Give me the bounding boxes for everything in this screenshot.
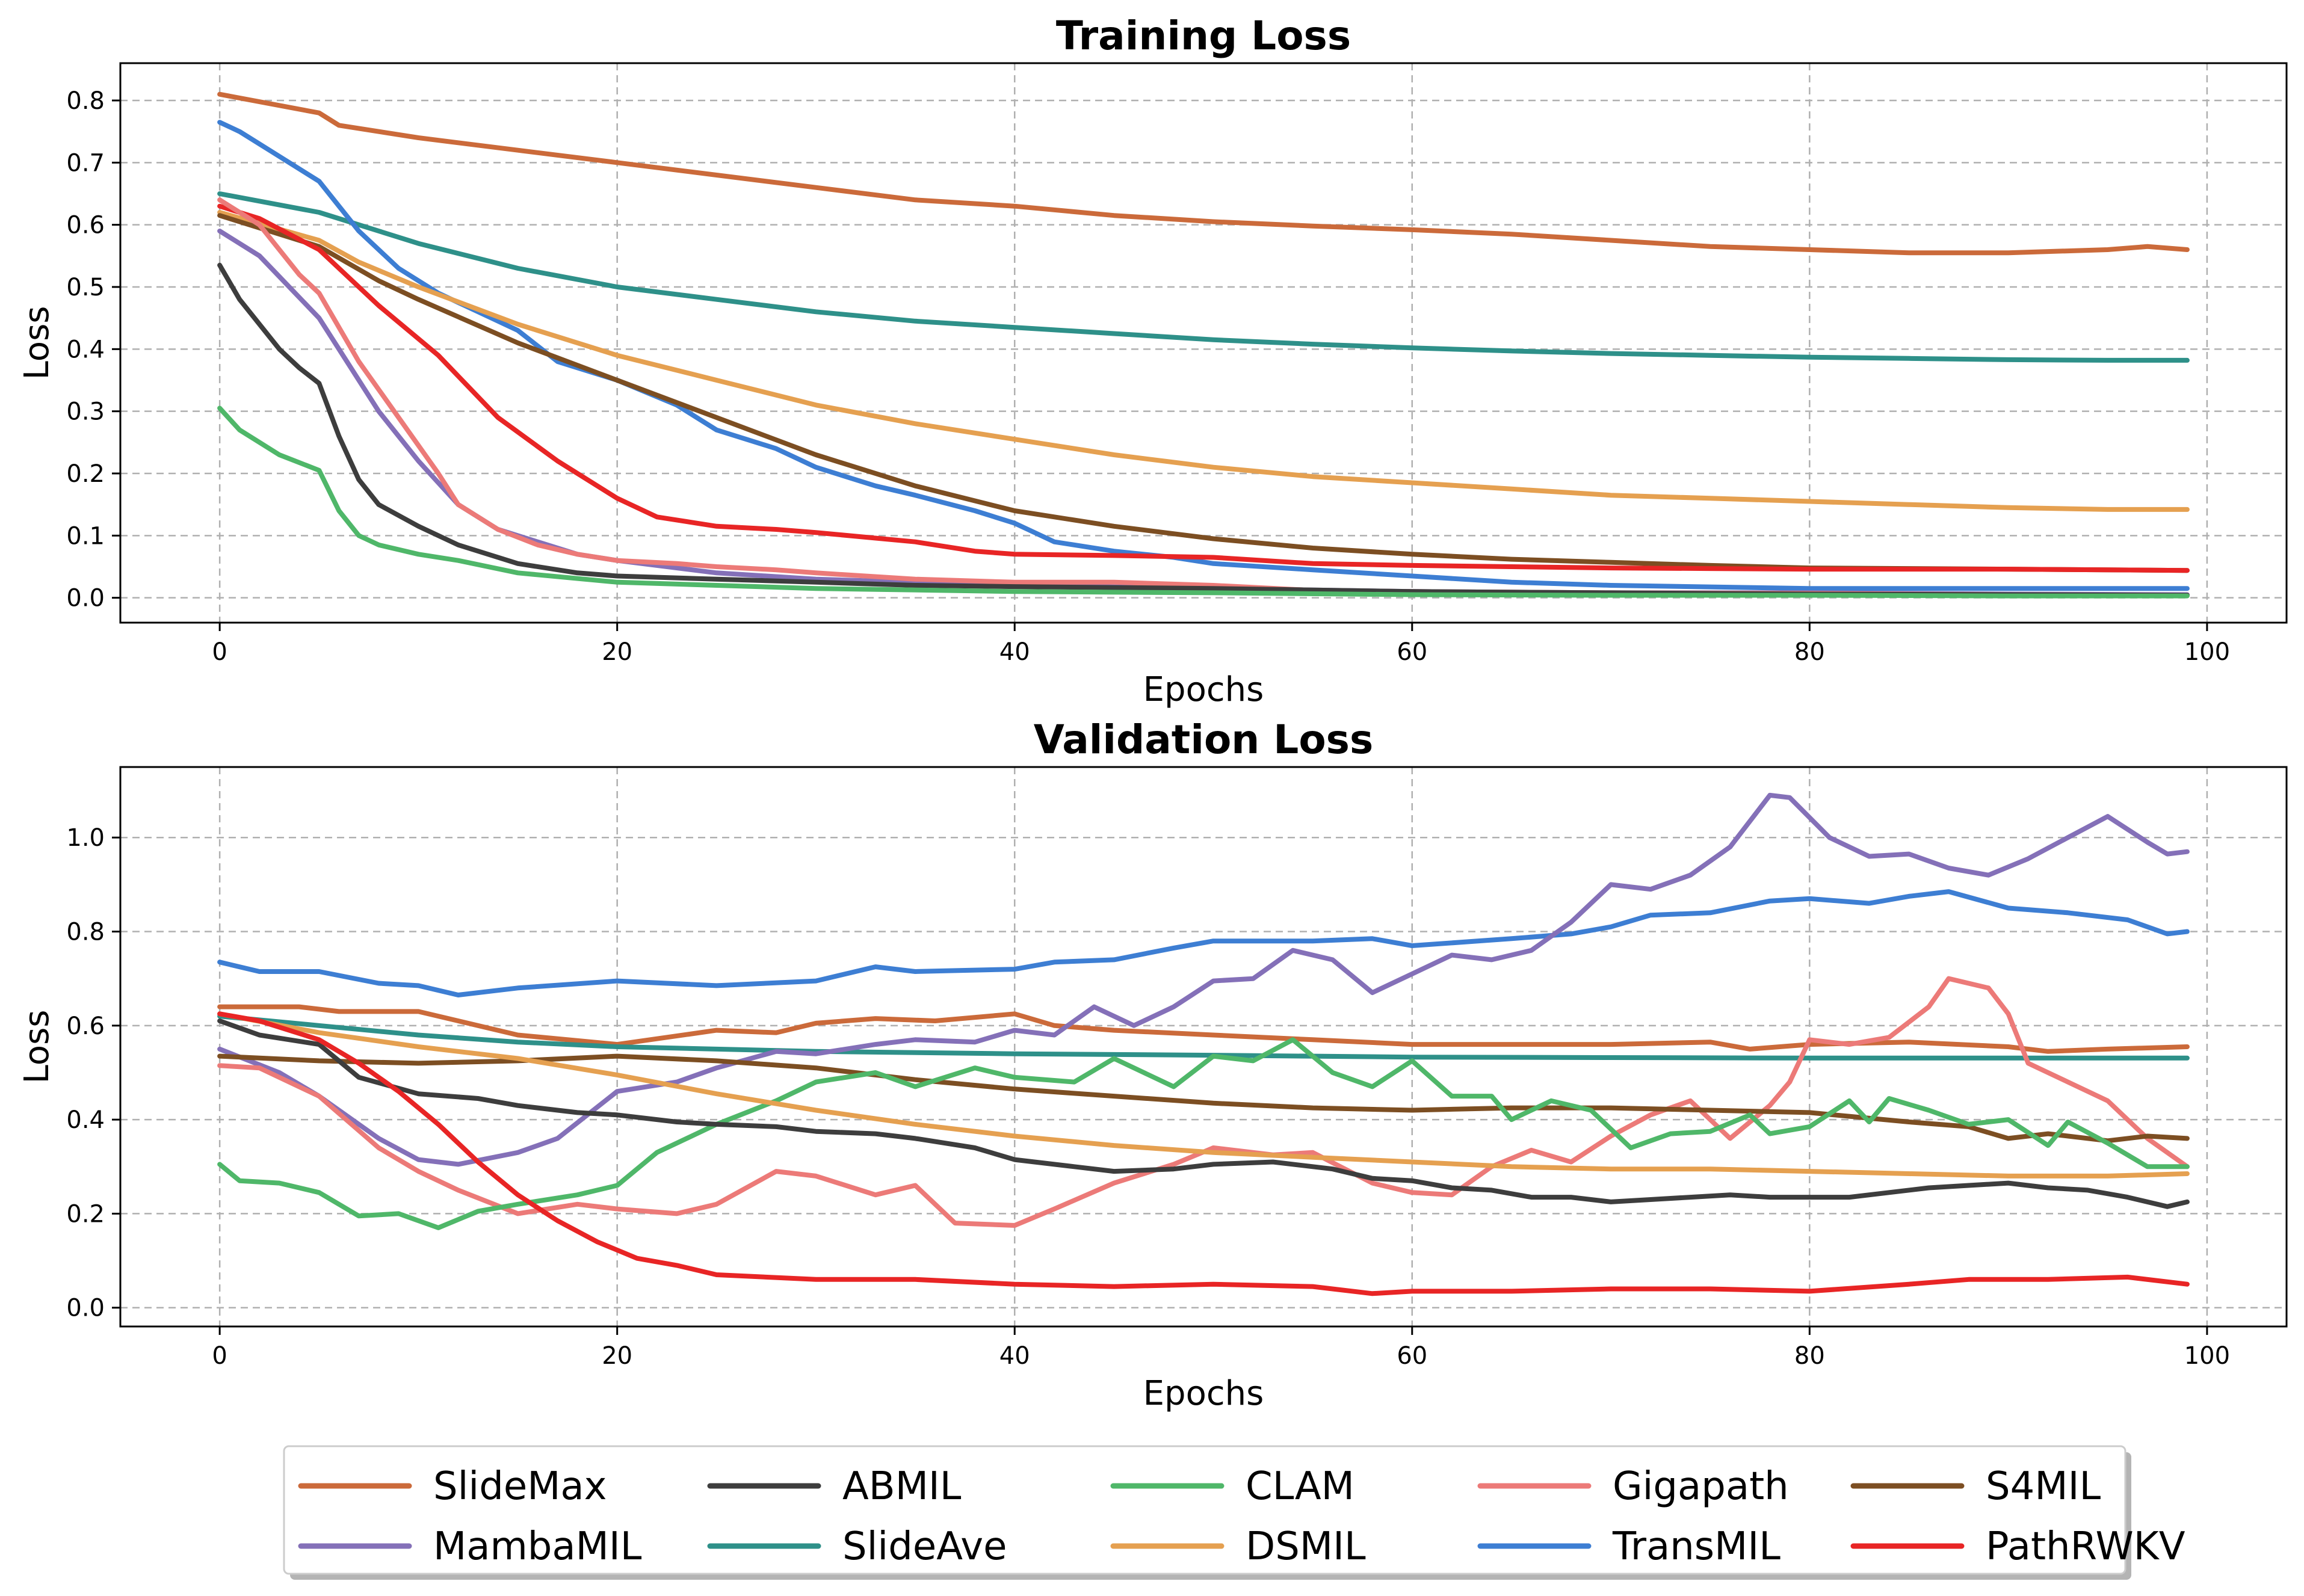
validation-x-tick-label: 100: [2184, 1342, 2230, 1370]
validation-series-dsmil: [217, 1011, 2190, 1179]
validation-series: [217, 792, 2190, 1296]
legend-label-mambamil: MambaMIL: [433, 1524, 642, 1569]
validation-x-axis-label: Epochs: [1143, 1374, 1264, 1413]
training-grid: [120, 63, 2287, 623]
legend-label-s4mil: S4MIL: [1986, 1464, 2101, 1509]
legend-label-slideave: SlideAve: [842, 1524, 1007, 1569]
training-series-clam: [217, 405, 2190, 599]
validation-y-tick-label: 1.0: [66, 824, 105, 852]
validation-x-tick-label: 80: [1794, 1342, 1825, 1370]
training-series-abmil: [217, 262, 2190, 598]
training-x-tick-label: 20: [602, 638, 632, 666]
validation-x-tick-label: 40: [999, 1342, 1030, 1370]
legend-label-pathrwkv: PathRWKV: [1986, 1524, 2185, 1569]
validation-y-tick-label: 0.6: [66, 1012, 105, 1040]
validation-y-axis-label: Loss: [17, 1010, 57, 1084]
training-series-slideave: [217, 191, 2190, 363]
training-y-axis-label: Loss: [17, 306, 57, 380]
training-x-tick-label: 0: [212, 638, 227, 666]
legend-label-gigapath: Gigapath: [1613, 1464, 1789, 1509]
training-x-axis-label: Epochs: [1143, 670, 1264, 709]
validation-plot-frame: [119, 766, 2288, 1328]
training-x-tick-label: 100: [2184, 638, 2230, 666]
training-series-pathrwkv: [217, 203, 2190, 573]
training-x-tick-label: 40: [999, 638, 1030, 666]
training-plot-frame: [119, 62, 2288, 624]
legend-label-clam: CLAM: [1246, 1464, 1354, 1509]
training-y-tick-label: 0.2: [66, 460, 105, 488]
training-y-tick-label: 0.7: [66, 149, 105, 177]
training-series-transmil: [217, 120, 2190, 591]
legend-label-transmil: TransMIL: [1612, 1524, 1781, 1569]
validation-y-tick-label: 0.4: [66, 1106, 105, 1134]
validation-series-slideave: [217, 1014, 2190, 1061]
legend: SlideMax ABMIL CLAM Gigapath S4MIL MambaMIL Sl…: [283, 1445, 2185, 1580]
training-loss-panel: Training Loss 0 20 40 60 80 100 0.0 0.1 0.2 0.3 0.…: [17, 13, 2288, 709]
training-x-tick-label: 60: [1397, 638, 1427, 666]
validation-x-tick-label: 0: [212, 1342, 227, 1370]
training-y-tick-label: 0.6: [66, 212, 105, 239]
legend-entries: SlideMax ABMIL CLAM Gigapath S4MIL MambaMIL Sl…: [298, 1464, 2185, 1569]
training-y-tick-label: 0.3: [66, 398, 105, 426]
training-ticks: 0 20 40 60 80 100 0.0 0.1 0.2 0.3 0.4 0.5 0.6 0.7 0.8: [66, 87, 2230, 666]
validation-series-gigapath: [217, 976, 2190, 1228]
legend-label-abmil: ABMIL: [842, 1464, 962, 1509]
validation-series-s4mil: [217, 1053, 2190, 1144]
validation-series-mambamil: [217, 792, 2190, 1167]
training-y-tick-label: 0.1: [66, 522, 105, 550]
validation-series-pathrwkv: [217, 1011, 2190, 1296]
training-y-tick-label: 0.0: [66, 585, 105, 612]
validation-y-tick-label: 0.2: [66, 1200, 105, 1228]
validation-x-tick-label: 20: [602, 1342, 632, 1370]
training-y-tick-label: 0.5: [66, 274, 105, 301]
validation-series-abmil: [217, 1018, 2190, 1209]
training-series: [217, 91, 2190, 599]
validation-series-transmil: [217, 889, 2190, 997]
validation-y-tick-label: 0.0: [66, 1295, 105, 1322]
validation-y-tick-label: 0.8: [66, 919, 105, 946]
training-loss-title: Training Loss: [1056, 13, 1351, 59]
training-series-slidemax: [217, 91, 2190, 256]
legend-label-slidemax: SlideMax: [433, 1464, 607, 1509]
training-y-tick-label: 0.4: [66, 336, 105, 363]
training-x-tick-label: 80: [1794, 638, 1825, 666]
validation-ticks: 0 20 40 60 80 100 0.0 0.2 0.4 0.6 0.8 1.0: [66, 824, 2230, 1370]
legend-label-dsmil: DSMIL: [1246, 1524, 1366, 1569]
validation-x-tick-label: 60: [1397, 1342, 1427, 1370]
validation-loss-title: Validation Loss: [1034, 716, 1373, 763]
training-series-dsmil: [217, 210, 2190, 512]
legend-box: [283, 1445, 2126, 1575]
training-y-tick-label: 0.8: [66, 87, 105, 115]
validation-loss-panel: Validation Loss 0 20 40 60 80 100 0.0 0.2 0.4 0.6…: [17, 716, 2288, 1413]
